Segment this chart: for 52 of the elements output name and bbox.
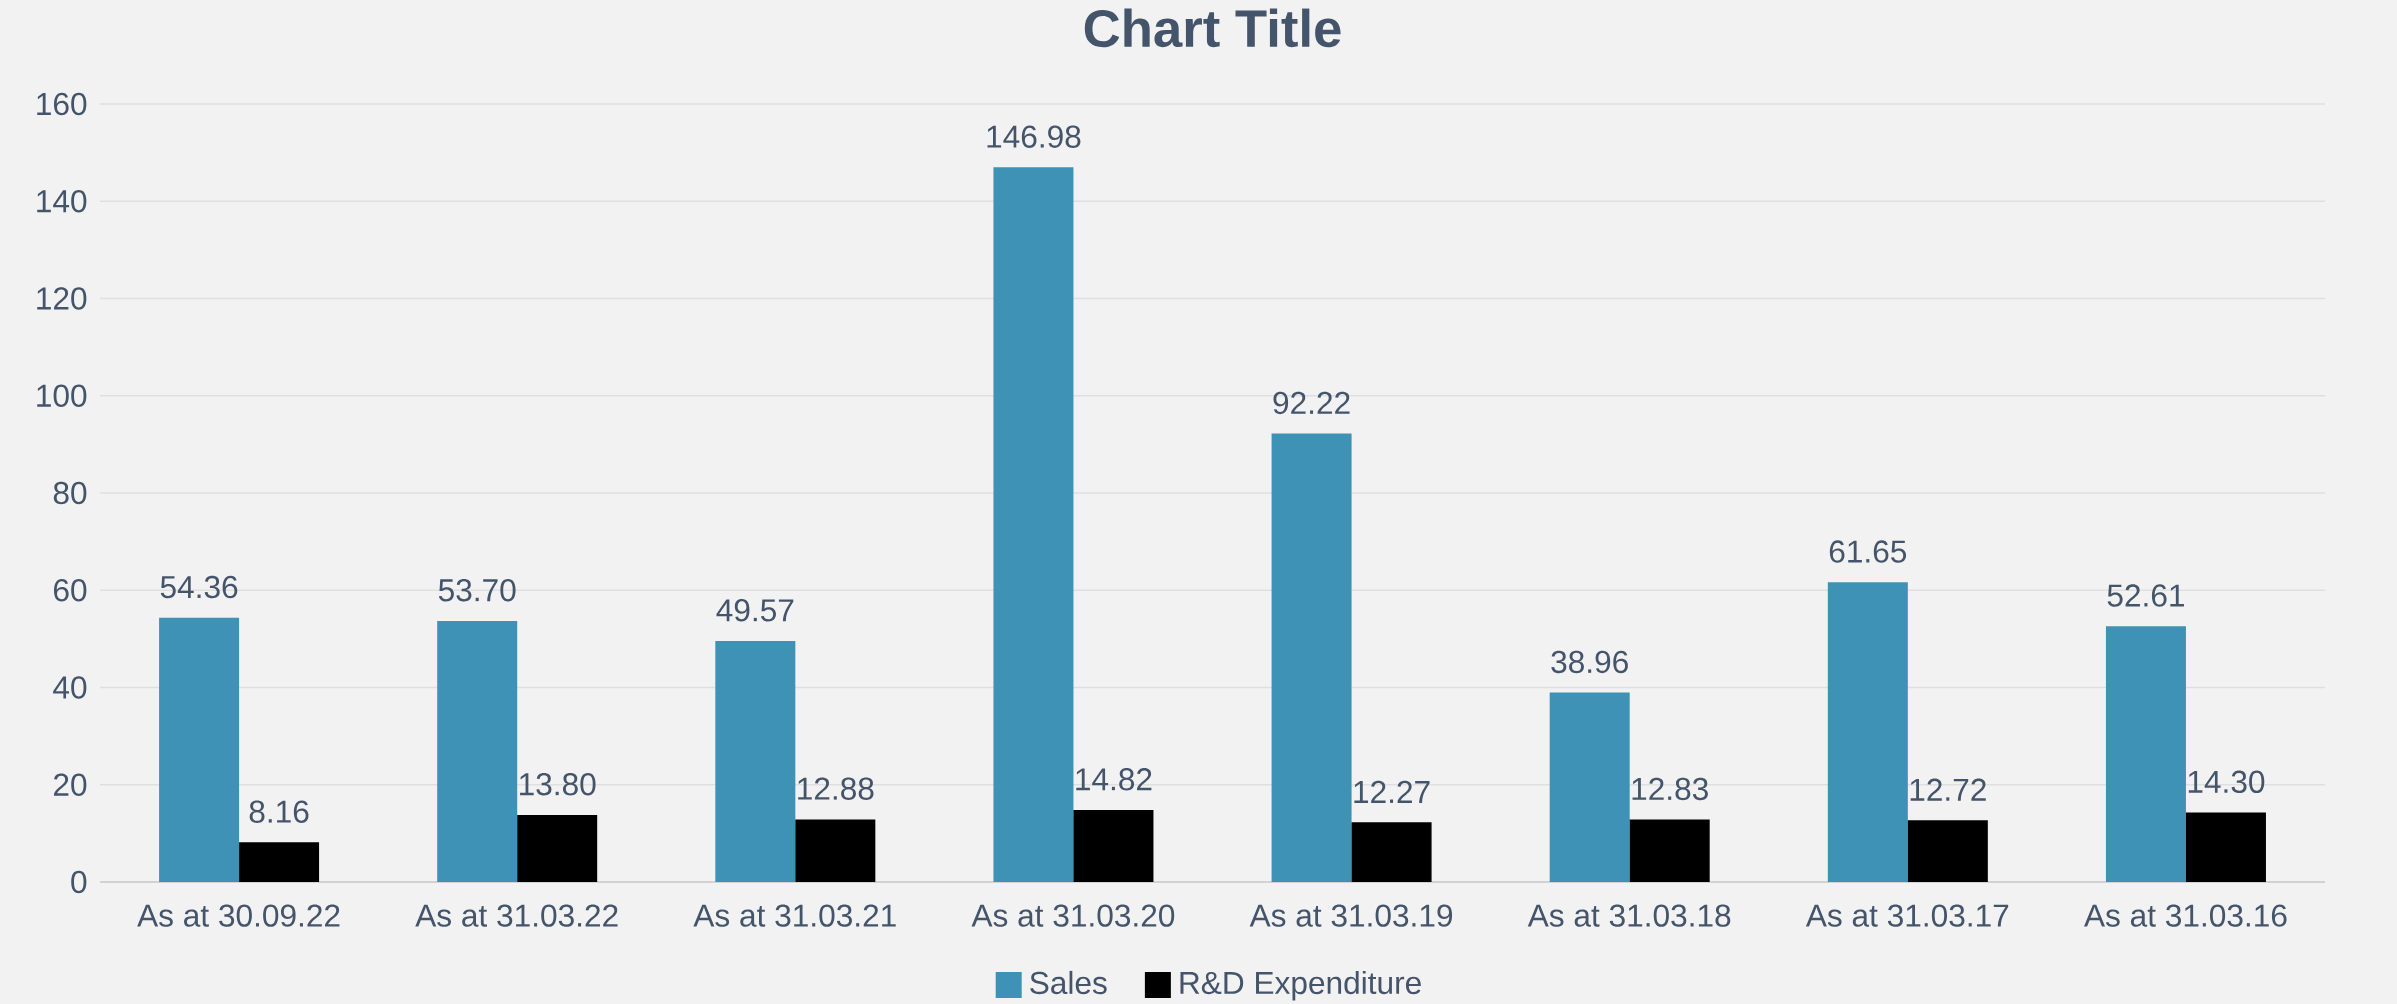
bar xyxy=(1549,692,1630,883)
bar xyxy=(239,842,320,883)
bar xyxy=(715,640,796,883)
y-tick-label: 100 xyxy=(37,384,87,407)
x-tick-label: As at 30.09.22 xyxy=(137,904,340,927)
data-label: 14.30 xyxy=(2188,770,2265,794)
data-label: 12.72 xyxy=(1910,778,1986,801)
legend-label: Sales xyxy=(1030,970,1107,995)
bar xyxy=(1351,822,1432,883)
bar xyxy=(159,617,240,883)
x-tick-label: As at 31.03.22 xyxy=(415,904,618,927)
bar xyxy=(795,819,876,883)
x-tick-label: As at 31.03.18 xyxy=(1527,904,1731,927)
data-label: 53.70 xyxy=(438,579,516,602)
bar xyxy=(2185,812,2266,883)
y-tick-label: 160 xyxy=(37,92,87,116)
data-label: 146.98 xyxy=(987,125,1081,148)
y-tick-label: 140 xyxy=(37,190,87,213)
y-tick-label: 0 xyxy=(71,870,87,894)
bar xyxy=(1629,819,1710,883)
y-tick-label: 60 xyxy=(54,579,87,602)
bar xyxy=(1073,809,1154,883)
data-label: 54.36 xyxy=(160,575,238,599)
data-label: 49.57 xyxy=(716,599,794,622)
y-tick-label: 80 xyxy=(53,481,87,505)
bar xyxy=(517,814,598,883)
data-label: 38.96 xyxy=(1551,650,1628,674)
x-tick-label: As at 31.03.17 xyxy=(1805,904,2009,927)
data-label: 12.83 xyxy=(1632,777,1708,801)
bar xyxy=(993,167,1074,883)
data-label: 12.88 xyxy=(798,777,874,800)
y-tick-label: 40 xyxy=(53,676,87,699)
y-tick-label: 120 xyxy=(37,287,87,310)
data-label: 12.27 xyxy=(1354,780,1430,803)
bar xyxy=(1271,433,1352,883)
chart-title: Chart Title xyxy=(1084,8,1341,48)
bar xyxy=(1827,582,1908,883)
data-label: 61.65 xyxy=(1829,540,1907,563)
legend-label: R&D Expenditure xyxy=(1180,970,1421,1001)
x-tick-label: As at 31.03.16 xyxy=(2084,904,2287,927)
bar xyxy=(437,620,518,883)
bar xyxy=(1907,820,1988,883)
data-label: 92.22 xyxy=(1273,391,1350,415)
data-label: 14.82 xyxy=(1076,768,1152,791)
data-label: 52.61 xyxy=(2107,584,2184,607)
x-tick-label: As at 31.03.20 xyxy=(971,904,1175,927)
x-tick-label: As at 31.03.19 xyxy=(1249,904,1453,927)
bar xyxy=(2105,626,2186,883)
data-label: 13.80 xyxy=(520,773,596,796)
y-tick-label: 20 xyxy=(54,773,87,796)
x-tick-label: As at 31.03.21 xyxy=(693,904,896,927)
data-label: 8.16 xyxy=(249,800,309,823)
